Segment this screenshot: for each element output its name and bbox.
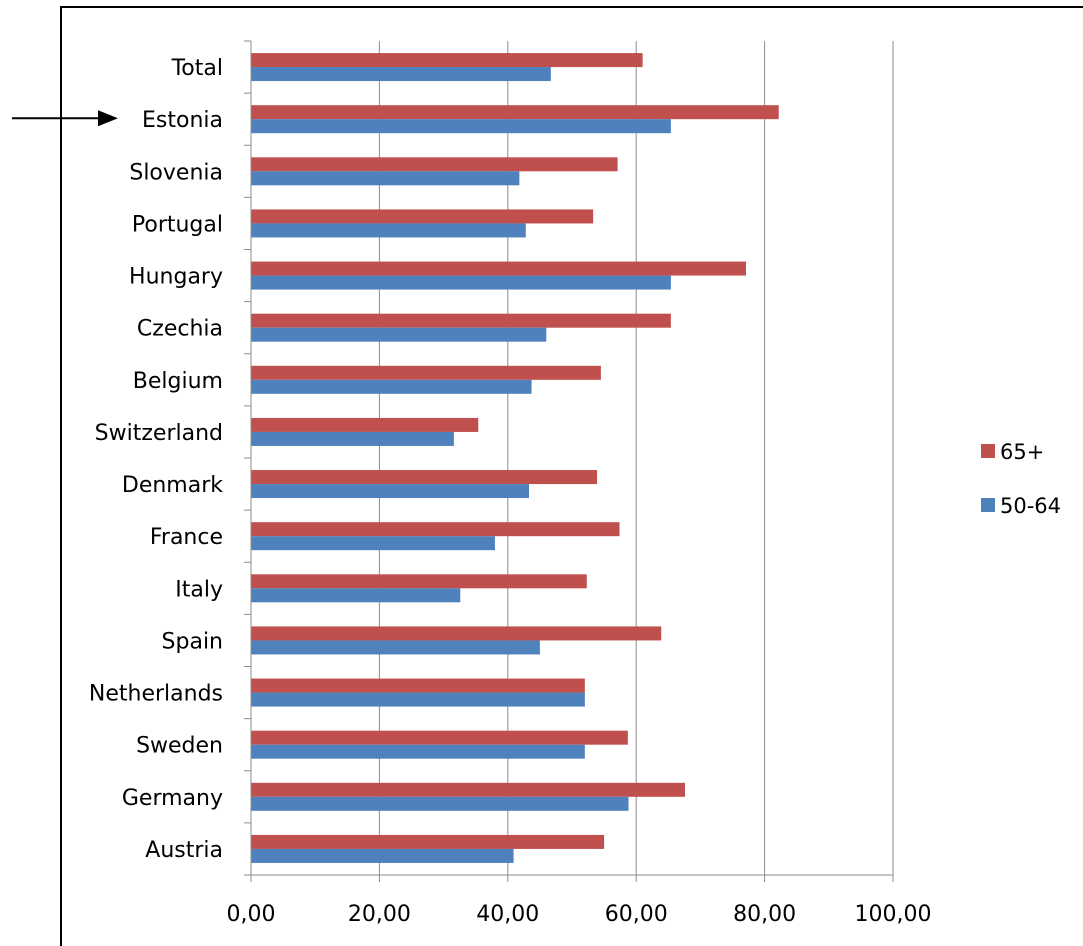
category-label: Spain: [162, 629, 223, 654]
bar-65plus-denmark: [251, 470, 598, 485]
bar-65plus-france: [251, 522, 620, 537]
bar-65plus-estonia: [251, 105, 779, 120]
bar-50-64-denmark: [251, 484, 529, 499]
category-label: Sweden: [136, 734, 223, 759]
category-label: Czechia: [137, 317, 223, 342]
category-label: Portugal: [132, 212, 223, 237]
category-label: Denmark: [122, 473, 223, 498]
category-label: Belgium: [133, 369, 223, 394]
bar-50-64-italy: [251, 588, 461, 603]
bar-65plus-switzerland: [251, 417, 479, 432]
bar-50-64-slovenia: [251, 171, 520, 186]
category-label: Estonia: [142, 108, 223, 133]
chart-frame: [60, 6, 1083, 946]
legend-label: 50-64: [1000, 494, 1061, 518]
bar-50-64-estonia: [251, 119, 671, 134]
x-tick-label: 100,00: [855, 902, 932, 927]
bar-65plus-czechia: [251, 313, 671, 328]
x-tick-label: 80,00: [733, 902, 796, 927]
legend-swatch-50-64: [981, 498, 995, 512]
category-label: France: [150, 525, 223, 550]
bar-65plus-spain: [251, 626, 662, 641]
bar-65plus-netherlands: [251, 678, 585, 693]
bar-50-64-austria: [251, 848, 514, 863]
bar-50-64-total: [251, 67, 551, 82]
bar-50-64-hungary: [251, 275, 671, 290]
bar-65plus-total: [251, 53, 643, 68]
bar-50-64-germany: [251, 796, 629, 811]
bar-65plus-hungary: [251, 261, 746, 276]
category-label: Netherlands: [89, 682, 223, 707]
bar-50-64-switzerland: [251, 431, 454, 446]
bar-50-64-france: [251, 536, 495, 551]
bar-50-64-netherlands: [251, 692, 585, 707]
category-label: Total: [171, 56, 223, 81]
x-tick-label: 20,00: [348, 902, 411, 927]
bar-50-64-belgium: [251, 379, 532, 394]
bar-65plus-belgium: [251, 365, 601, 380]
x-tick-label: 0,00: [227, 902, 276, 927]
bar-50-64-sweden: [251, 744, 585, 759]
category-label: Hungary: [129, 265, 223, 290]
category-label: Slovenia: [129, 160, 223, 185]
bar-65plus-italy: [251, 574, 587, 589]
bar-65plus-portugal: [251, 209, 594, 224]
bar-65plus-slovenia: [251, 157, 618, 172]
bar-65plus-austria: [251, 834, 605, 849]
x-tick-label: 40,00: [476, 902, 539, 927]
bar-50-64-portugal: [251, 223, 526, 238]
legend-swatch-65plus: [981, 444, 995, 458]
bar-65plus-sweden: [251, 730, 628, 745]
bar-50-64-czechia: [251, 327, 547, 342]
category-label: Italy: [175, 577, 223, 602]
category-label: Switzerland: [95, 421, 223, 446]
x-tick-label: 60,00: [605, 902, 668, 927]
bar-65plus-germany: [251, 782, 685, 797]
bar-50-64-spain: [251, 640, 540, 655]
category-label: Germany: [122, 786, 223, 811]
legend-label: 65+: [1000, 440, 1044, 464]
highlight-arrow-head: [98, 110, 118, 127]
category-label: Austria: [145, 838, 223, 863]
